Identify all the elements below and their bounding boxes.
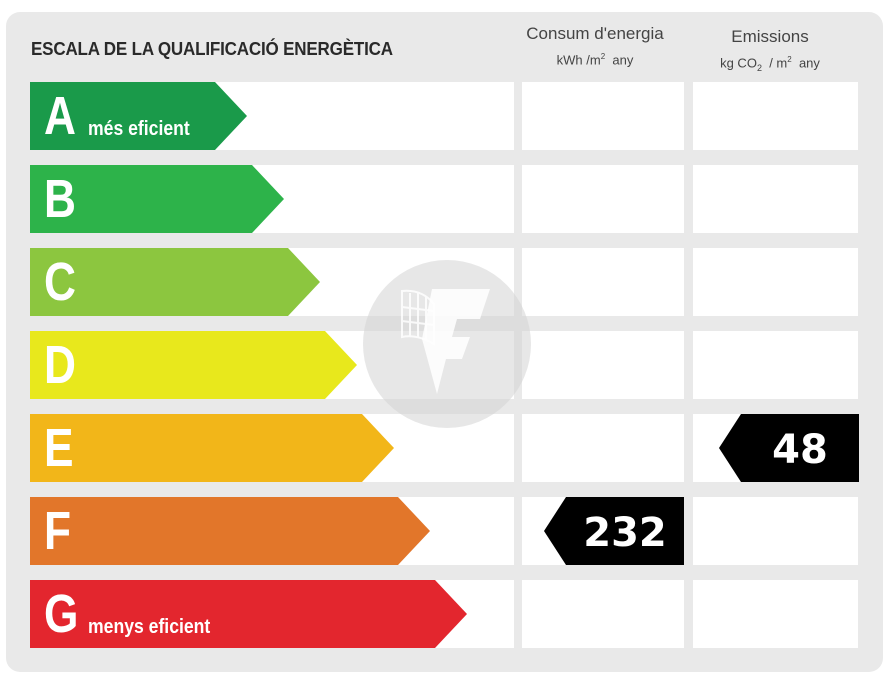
- consum-cell: [522, 248, 684, 316]
- emissions-cell: [693, 165, 858, 233]
- consum-label: Consum d'energia: [526, 24, 664, 43]
- rating-note: menys eficient: [88, 616, 211, 638]
- rating-arrow-e: [30, 414, 394, 482]
- emissions-unit: kg CO2 / m2 any: [690, 51, 850, 77]
- scale-title: ESCALA DE LA QUALIFICACIÓ ENERGÈTICA: [31, 38, 393, 59]
- emissions-value-badge: 48: [772, 427, 828, 473]
- emissions-unit-period: any: [798, 55, 820, 71]
- emissions-label: Emissions: [731, 27, 809, 46]
- rating-row-e: E 48: [30, 414, 859, 482]
- emissions-unit-subscript: 2: [756, 62, 762, 73]
- rating-letter: A: [44, 86, 76, 146]
- rating-letter: F: [44, 501, 72, 561]
- consum-value-badge: 232: [583, 510, 667, 556]
- emissions-cell: [693, 331, 858, 399]
- emissions-cell: [693, 248, 858, 316]
- rating-row-f: F 232: [30, 497, 859, 565]
- rating-letter: C: [44, 252, 76, 312]
- emissions-cell: 48: [693, 414, 859, 482]
- rating-band-cell: B: [30, 165, 514, 233]
- rating-arrow-g: [30, 580, 467, 648]
- rating-letter: B: [44, 169, 76, 229]
- emissions-unit-per: / m: [769, 55, 788, 71]
- consum-cell: [522, 331, 684, 399]
- consum-unit-period: any: [612, 52, 634, 68]
- rating-band-cell: F: [30, 497, 514, 565]
- rating-arrow-d: [30, 331, 357, 399]
- rating-note: més eficient: [88, 118, 190, 140]
- emissions-cell: [693, 580, 858, 648]
- consum-cell: [522, 165, 684, 233]
- emissions-unit-base: kg CO: [720, 55, 757, 71]
- consum-unit-base: kWh /m: [556, 52, 601, 68]
- rating-letter: G: [44, 584, 79, 644]
- consum-cell: [522, 414, 684, 482]
- rating-arrow-a: [30, 82, 247, 150]
- consum-value-badge-shape: [544, 497, 684, 565]
- consum-unit-exponent: 2: [600, 52, 606, 61]
- rating-band-cell: E: [30, 414, 514, 482]
- consum-column-header: Consum d'energia kWh /m2 any: [515, 24, 675, 69]
- watermark-logo-icon: [363, 260, 531, 428]
- emissions-cell: [693, 497, 858, 565]
- rating-letter: D: [44, 335, 76, 395]
- consum-cell: [522, 82, 684, 150]
- consum-unit: kWh /m2 any: [515, 48, 675, 69]
- rating-arrow-f: [30, 497, 430, 565]
- rating-row-b: B: [30, 165, 859, 233]
- consum-cell: [522, 580, 684, 648]
- emissions-value-badge-shape: [719, 414, 859, 482]
- rating-letter: E: [44, 418, 74, 478]
- emissions-column-header: Emissions kg CO2 / m2 any: [690, 27, 850, 77]
- rating-arrow-b: [30, 165, 284, 233]
- emissions-cell: [693, 82, 858, 150]
- rating-arrow-c: [30, 248, 320, 316]
- consum-cell: 232: [522, 497, 684, 565]
- emissions-unit-exponent: 2: [787, 55, 792, 64]
